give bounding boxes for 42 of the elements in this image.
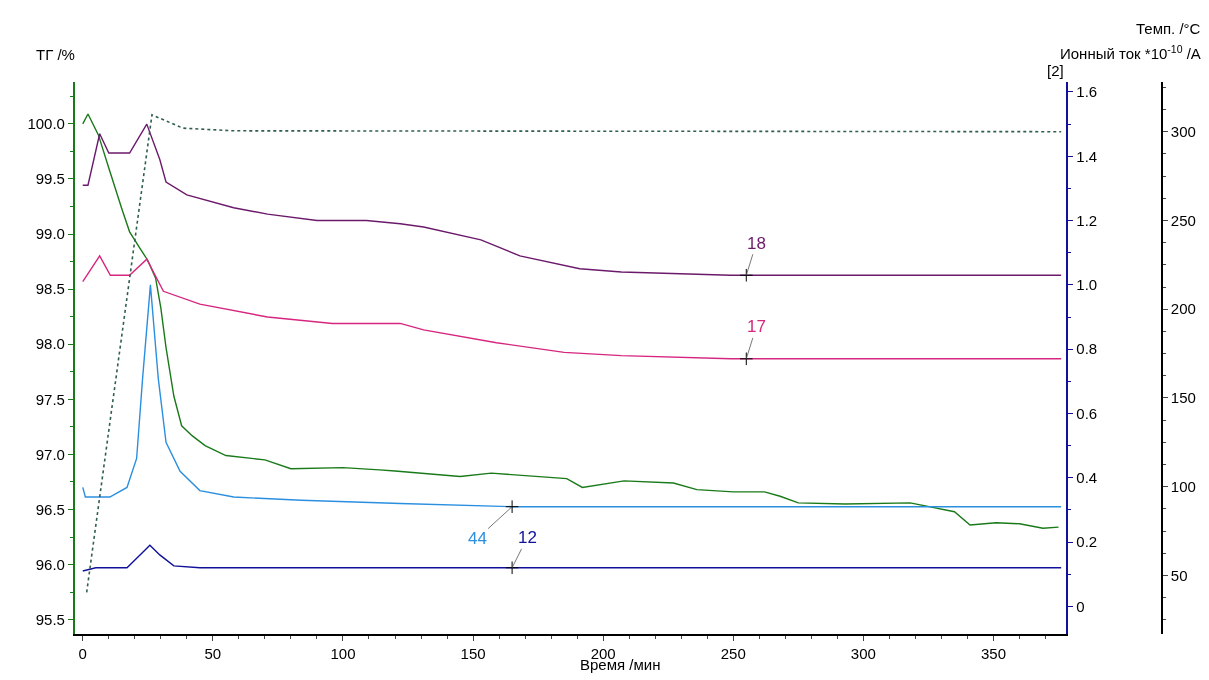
series-label: 18 xyxy=(747,234,766,253)
y3-tick-label: 100 xyxy=(1170,477,1196,495)
y3-tick-label: 300 xyxy=(1170,122,1196,140)
y-axis-title: ТГ /% xyxy=(36,46,75,63)
x-tick-label: 300 xyxy=(850,645,876,662)
y3-axis-title: Темп. /°C xyxy=(1136,20,1201,37)
y3-tick-label: 200 xyxy=(1170,300,1196,318)
y-tick-label: 96.0 xyxy=(35,555,65,573)
y3-tick-label: 250 xyxy=(1170,211,1196,229)
x-tick-label: 250 xyxy=(720,645,746,662)
text: [2] xyxy=(1047,62,1064,79)
y2-tick-label: 0.6 xyxy=(1076,404,1098,422)
x-tick-label: 100 xyxy=(330,645,356,662)
y2-tick-label: 0.4 xyxy=(1076,469,1098,487)
x-tick-label: 0 xyxy=(78,645,87,662)
y2-tick-label: 1.2 xyxy=(1076,211,1098,229)
y3-tick-label: 150 xyxy=(1170,389,1196,407)
series-label: 17 xyxy=(747,317,766,336)
x-tick-label: 350 xyxy=(980,645,1006,662)
y-tick-label: 99.5 xyxy=(35,170,65,188)
y-tick-label: 96.5 xyxy=(35,500,65,518)
y2-axis-title: Ионный ток *10$^{-10}$ /A xyxy=(1060,43,1201,63)
y2-tick-label: 1.6 xyxy=(1076,83,1098,101)
y2-tick-label: 0 xyxy=(1076,597,1085,615)
y-tick-label: 100.0 xyxy=(27,115,65,133)
y-tick-label: 98.5 xyxy=(35,280,65,298)
x-tick-label: 150 xyxy=(460,645,486,662)
y2-tick-label: 0.8 xyxy=(1076,340,1098,358)
line-series xyxy=(82,123,1062,276)
y2-tick-label: 0.2 xyxy=(1076,533,1098,551)
line-series xyxy=(82,255,1062,360)
y-tick-label: 99.0 xyxy=(35,225,65,243)
y-tick-label: 97.5 xyxy=(35,390,65,408)
x-tick-label: 50 xyxy=(204,645,222,662)
y2-tick-label: 1.4 xyxy=(1076,147,1098,165)
y-tick-label: 95.5 xyxy=(35,610,65,628)
y-tick-label: 97.0 xyxy=(35,445,65,463)
y-tick-label: 98.0 xyxy=(35,335,65,353)
series-label: 12 xyxy=(518,528,537,547)
y3-tick-label: 50 xyxy=(1170,566,1188,584)
y2-tick-label: 1.0 xyxy=(1076,276,1098,294)
series-label: 44 xyxy=(468,529,487,548)
